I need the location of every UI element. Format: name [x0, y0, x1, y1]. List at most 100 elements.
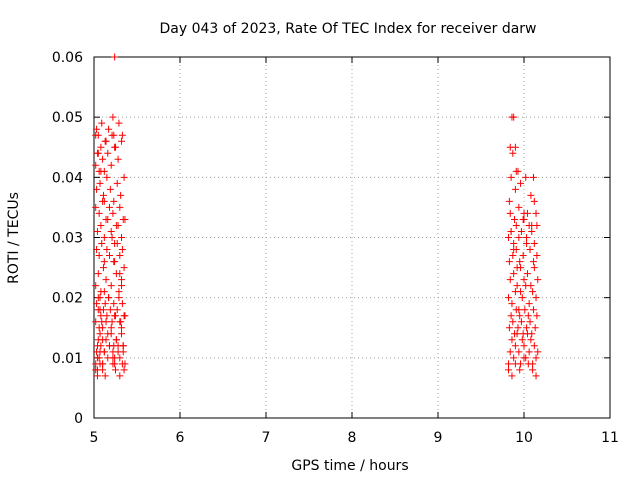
data-point-plus [505, 294, 513, 302]
x-tick-label: 11 [601, 430, 619, 446]
y-tick-label: 0.02 [52, 291, 83, 307]
x-tick-label: 5 [90, 430, 99, 446]
data-point-plus [512, 167, 520, 175]
data-point-plus [109, 113, 117, 121]
data-point-plus [120, 264, 128, 272]
data-point-plus [511, 215, 519, 223]
data-point-plus [99, 336, 107, 344]
data-point-plus [93, 354, 101, 362]
data-point-plus [106, 306, 114, 314]
data-point-plus [98, 119, 106, 127]
data-point-plus [104, 149, 112, 157]
data-point-plus [118, 246, 126, 254]
data-point-plus [96, 330, 104, 338]
data-point-plus [505, 234, 513, 241]
data-point-plus [533, 312, 541, 320]
data-point-plus [112, 221, 120, 229]
data-point-plus [521, 306, 529, 314]
data-point-plus [522, 173, 530, 181]
data-point-plus [505, 366, 513, 374]
data-point-plus [116, 372, 124, 380]
data-point-plus [117, 191, 125, 199]
data-point-plus [514, 324, 522, 332]
x-axis-ticks: 5 6 7 8 9 10 11 [90, 57, 619, 446]
data-point-plus [109, 360, 117, 368]
data-point-plus [506, 348, 514, 356]
data-point-plus [116, 203, 124, 211]
data-point-plus [510, 270, 518, 278]
data-point-plus [532, 294, 540, 302]
data-point-plus [118, 282, 126, 290]
data-point-plus [518, 294, 526, 302]
data-point-plus [512, 221, 520, 229]
data-point-plus [119, 342, 127, 350]
data-point-plus [515, 234, 523, 241]
data-point-plus [100, 234, 108, 241]
data-point-plus [507, 312, 515, 320]
data-point-plus [118, 234, 126, 241]
data-point-plus [97, 167, 105, 175]
data-point-plus [529, 173, 537, 181]
data-point-plus [112, 336, 120, 344]
data-point-plus [93, 300, 101, 308]
x-tick-label: 6 [176, 430, 185, 446]
data-point-plus [530, 240, 538, 248]
data-point-plus [523, 270, 531, 278]
data-point-plus [109, 209, 117, 217]
data-point-plus [112, 366, 119, 374]
data-point-plus [105, 252, 113, 260]
data-point-plus [527, 336, 535, 344]
data-point-plus [511, 342, 519, 350]
data-point-plus [97, 312, 105, 320]
data-point-plus [113, 179, 121, 187]
data-point-plus [95, 252, 103, 260]
data-point-plus [518, 336, 526, 344]
data-point-plus [505, 197, 513, 205]
data-point-plus [509, 318, 517, 326]
x-tick-label: 9 [434, 430, 443, 446]
data-point-plus [515, 203, 523, 211]
data-point-plus [505, 324, 513, 332]
data-point-plus [520, 276, 528, 284]
data-point-plus [96, 179, 104, 187]
data-point-plus [113, 306, 121, 314]
data-point-plus [107, 227, 115, 235]
data-point-plus [92, 282, 100, 290]
data-point-plus [99, 155, 107, 163]
data-point-plus [105, 294, 113, 302]
data-point-plus [120, 173, 128, 181]
data-point-plus [523, 324, 531, 332]
data-point-plus [519, 330, 527, 338]
data-point-plus [118, 324, 126, 332]
data-point-plus [519, 215, 527, 223]
data-point-plus [96, 306, 104, 314]
data-point-plus [528, 227, 536, 235]
data-point-plus [116, 252, 124, 260]
data-point-plus [534, 348, 542, 356]
data-point-plus [92, 318, 100, 326]
data-point-plus [528, 330, 536, 338]
data-point-plus [108, 318, 116, 326]
x-tick-label: 10 [515, 430, 533, 446]
data-point-plus [114, 155, 122, 163]
data-point-plus [520, 354, 528, 362]
data-point-plus [118, 300, 126, 308]
y-tick-label: 0.03 [52, 231, 83, 247]
data-point-plus [97, 143, 105, 151]
data-point-plus [511, 143, 519, 151]
data-point-plus [110, 197, 118, 205]
y-axis-title: ROTI / TECUs [6, 192, 22, 284]
data-point-plus [508, 336, 516, 344]
data-point-plus [120, 312, 128, 320]
data-point-plus [525, 348, 533, 356]
data-point-plus [108, 234, 116, 241]
data-point-plus [520, 209, 528, 217]
data-point-plus [111, 53, 119, 61]
data-point-plus [118, 137, 126, 145]
data-point-plus [100, 258, 108, 266]
y-tick-label: 0.05 [52, 110, 83, 126]
x-tick-label: 8 [348, 430, 357, 446]
data-point-plus [517, 288, 525, 296]
data-point-plus [102, 215, 110, 223]
data-point-plus [516, 366, 524, 374]
